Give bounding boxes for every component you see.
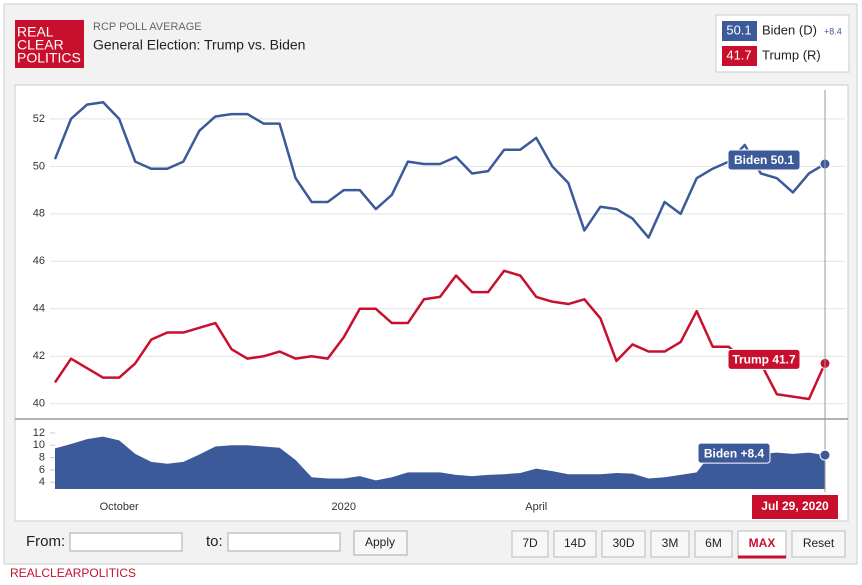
x-tick-label: April bbox=[525, 501, 547, 513]
range-button-label: 30D bbox=[612, 536, 634, 550]
range-button[interactable] bbox=[601, 530, 646, 558]
end-callout-label: Biden 50.1 bbox=[734, 153, 794, 167]
range-button-label: MAX bbox=[749, 536, 776, 550]
legend-swatch bbox=[722, 21, 757, 41]
header-kicker: RCP POLL AVERAGE bbox=[93, 21, 202, 33]
end-callout bbox=[727, 348, 801, 370]
cursor-date-box bbox=[752, 495, 838, 519]
range-button-label: 7D bbox=[522, 536, 538, 550]
range-button[interactable] bbox=[694, 530, 733, 558]
y-tick-label: 50 bbox=[33, 160, 45, 172]
cursor-date: Jul 29, 2020 bbox=[761, 499, 829, 513]
range-button[interactable] bbox=[511, 530, 549, 558]
end-callout-label: Biden +8.4 bbox=[704, 446, 765, 460]
series-line bbox=[53, 269, 827, 401]
to-input[interactable] bbox=[227, 532, 341, 552]
footer-brand: REALCLEARPOLITICS bbox=[10, 566, 136, 580]
header-title: General Election: Trump vs. Biden bbox=[93, 37, 305, 53]
end-callout bbox=[697, 442, 771, 464]
range-button-label: Reset bbox=[803, 536, 835, 550]
from-input[interactable] bbox=[69, 532, 183, 552]
y-tick-label: 10 bbox=[33, 439, 45, 451]
y-tick-label: 48 bbox=[33, 208, 45, 220]
y-tick-label: 8 bbox=[39, 451, 45, 463]
logo-box bbox=[15, 20, 84, 68]
y-tick-label: 4 bbox=[39, 476, 45, 488]
logo-text: REAL bbox=[17, 24, 54, 40]
legend-swatch bbox=[722, 46, 757, 66]
y-tick-label: 40 bbox=[33, 398, 45, 410]
logo-text: POLITICS bbox=[17, 50, 81, 66]
x-tick-label: 2020 bbox=[332, 501, 356, 513]
end-callout-label: Trump 41.7 bbox=[732, 353, 796, 367]
apply-button[interactable] bbox=[353, 530, 408, 556]
spread-area bbox=[55, 436, 825, 489]
y-tick-label: 42 bbox=[33, 350, 45, 362]
range-button-label: 6M bbox=[705, 536, 722, 550]
end-dot bbox=[819, 449, 831, 461]
range-button-label: 14D bbox=[564, 536, 586, 550]
range-button[interactable] bbox=[737, 530, 787, 558]
range-button-label: 3M bbox=[662, 536, 679, 550]
range-button[interactable] bbox=[791, 530, 846, 558]
apply-label: Apply bbox=[365, 535, 395, 549]
legend-change: +8.4 bbox=[824, 26, 842, 36]
legend-name: Biden (D) bbox=[762, 22, 817, 37]
to-label: to: bbox=[206, 533, 223, 550]
y-tick-label: 6 bbox=[39, 464, 45, 476]
legend-value: 41.7 bbox=[726, 47, 751, 62]
legend-name: Trump (R) bbox=[762, 47, 821, 62]
logo-text: CLEAR bbox=[17, 37, 64, 53]
legend-value: 50.1 bbox=[726, 22, 751, 37]
range-button[interactable] bbox=[553, 530, 597, 558]
series-line bbox=[53, 100, 826, 239]
x-tick-label: October bbox=[100, 501, 139, 513]
y-tick-label: 44 bbox=[33, 303, 45, 315]
end-callout bbox=[727, 149, 801, 171]
from-label: From: bbox=[26, 533, 65, 550]
range-button[interactable] bbox=[650, 530, 690, 558]
y-tick-label: 46 bbox=[33, 255, 45, 267]
y-tick-label: 52 bbox=[33, 113, 45, 125]
y-tick-label: 12 bbox=[33, 427, 45, 439]
